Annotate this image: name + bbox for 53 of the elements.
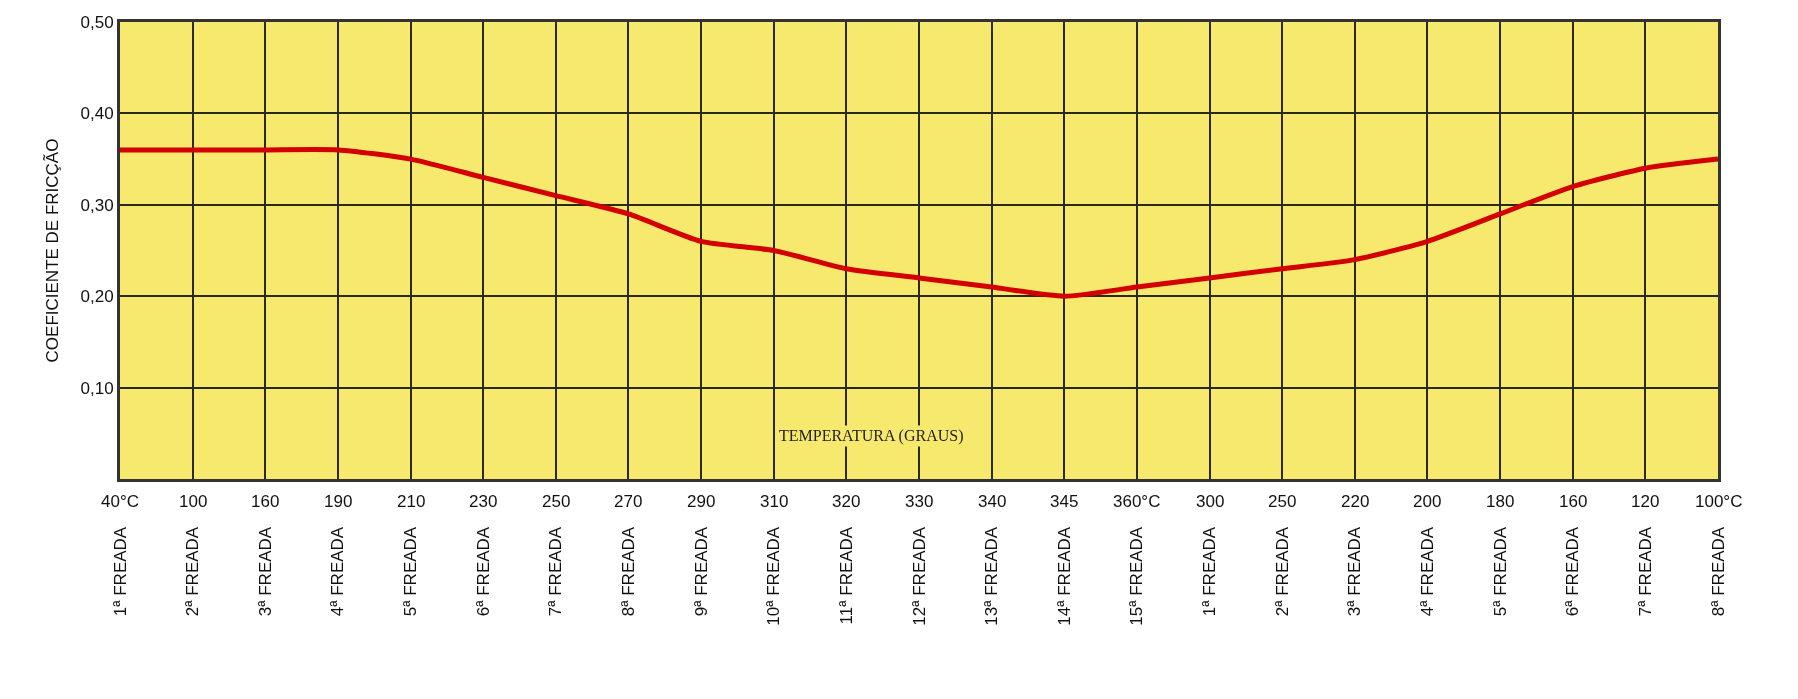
text: 40°C [101,492,139,511]
x-tick-label: 7ª FREADA [546,526,566,617]
text: 120 [1631,492,1660,511]
x-tick-label: 1ª FREADA [110,526,130,617]
text: 180 [1486,492,1515,511]
x-tick-label: 1ª FREADA [1200,526,1220,617]
text: 100°C [1695,492,1743,511]
x-tick-label: 5ª FREADA [1490,526,1510,617]
text: 250 [542,492,571,511]
x-tick-label: 3ª FREADA [1345,526,1365,617]
text: 100 [179,492,208,511]
text: 360°C [1113,492,1161,511]
text: 210 [397,492,426,511]
x-tick-label: 4ª FREADA [1417,526,1437,617]
x-tick-label: 10ª FREADA [764,526,784,626]
x-tick-label: 4ª FREADA [328,526,348,617]
text: 310 [760,492,789,511]
y-tick-label: 0,50 [80,12,114,32]
x-tick-label: 7ª FREADA [1635,526,1655,617]
x-tick-label: 2ª FREADA [183,526,203,617]
text: 270 [614,492,643,511]
y-tick-label: 0,40 [80,104,114,124]
x-tick-label: 8ª FREADA [618,526,638,617]
x-tick-label: 6ª FREADA [1563,526,1583,617]
text: 290 [687,492,716,511]
x-tick-label: 3ª FREADA [255,526,275,617]
text: 190 [324,492,353,511]
x-tick-label: 12ª FREADA [909,526,929,626]
x-tick-label: 11ª FREADA [836,526,856,625]
x-tick-label: 13ª FREADA [982,526,1002,626]
x-tick-label: 14ª FREADA [1054,526,1074,626]
y-axis-title: COEFICIENTE DE FRICÇÃO [43,138,63,363]
text: 250 [1268,492,1297,511]
y-tick-label: 0,20 [80,287,114,307]
x-tick-label: 9ª FREADA [691,526,711,617]
text: 330 [905,492,934,511]
text: 160 [251,492,280,511]
y-tick-label: 0,10 [80,378,114,398]
x-tick-label: 6ª FREADA [473,526,493,617]
x-tick-label: 15ª FREADA [1127,526,1147,626]
x-axis-title: TEMPERATURA (GRAUS) [779,427,964,445]
text: 340 [978,492,1007,511]
text: 220 [1341,492,1370,511]
text: 300 [1196,492,1225,511]
text: 160 [1559,492,1588,511]
text: 200 [1413,492,1442,511]
y-tick-label: 0,30 [80,195,114,215]
x-tick-label: 2ª FREADA [1272,526,1292,617]
text: 230 [469,492,498,511]
text: 345 [1050,492,1079,511]
text: 320 [832,492,861,511]
x-tick-label: 8ª FREADA [1708,526,1728,617]
x-tick-label: 5ª FREADA [401,526,421,617]
